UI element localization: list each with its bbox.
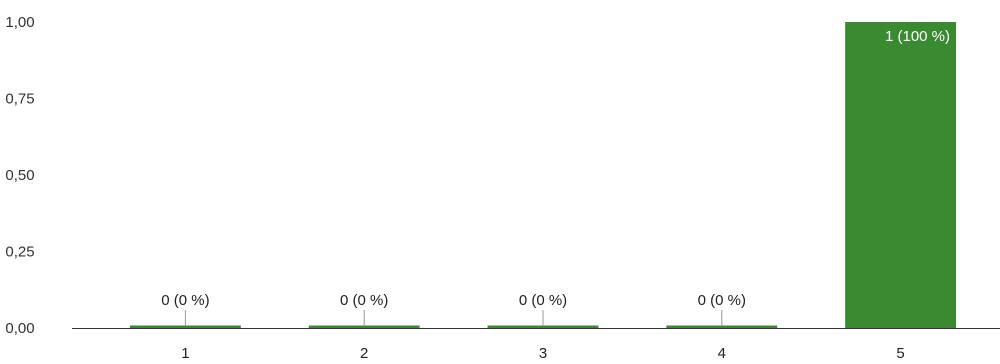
bar-1 <box>129 325 241 328</box>
bar-4 <box>666 325 778 328</box>
y-tick-label: 0,25 <box>5 244 34 261</box>
x-tick-label: 1 <box>181 345 189 362</box>
label-leader-lines <box>184 310 723 326</box>
x-tick-label: 4 <box>718 345 726 362</box>
y-axis-ticks: 0,00 0,25 0,50 0,75 1,00 <box>5 14 34 337</box>
data-label: 1 (100 %) <box>885 28 950 45</box>
bar-2 <box>308 325 420 328</box>
y-tick-label: 0,75 <box>5 91 34 108</box>
y-tick-label: 1,00 <box>5 14 34 31</box>
data-label: 0 (0 %) <box>698 292 746 309</box>
y-tick-label: 0,00 <box>5 320 34 337</box>
bars <box>129 22 957 328</box>
bar-3 <box>487 325 599 328</box>
x-tick-label: 3 <box>539 345 547 362</box>
x-tick-label: 5 <box>896 345 904 362</box>
x-tick-label: 2 <box>360 345 368 362</box>
y-tick-label: 0,50 <box>5 167 34 184</box>
data-label: 0 (0 %) <box>519 292 567 309</box>
data-labels: 0 (0 %) 0 (0 %) 0 (0 %) 0 (0 %) 1 (100 %) <box>161 28 950 309</box>
x-axis-ticks: 1 2 3 4 5 <box>181 345 905 362</box>
data-label: 0 (0 %) <box>161 292 209 309</box>
bar-5 <box>845 22 957 328</box>
data-label: 0 (0 %) <box>340 292 388 309</box>
